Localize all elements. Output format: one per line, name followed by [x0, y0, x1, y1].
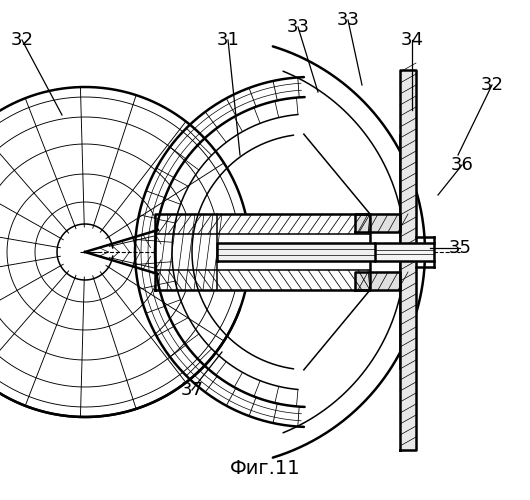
Text: 32: 32 [481, 76, 504, 94]
Polygon shape [355, 272, 400, 290]
Text: 31: 31 [217, 31, 240, 49]
Polygon shape [355, 214, 400, 232]
Text: 32: 32 [11, 31, 33, 49]
Text: 34: 34 [401, 31, 423, 49]
Polygon shape [375, 243, 434, 261]
Polygon shape [155, 214, 370, 290]
Text: 33: 33 [287, 18, 310, 36]
Text: Фиг.11: Фиг.11 [229, 458, 301, 477]
Text: 37: 37 [181, 381, 204, 399]
Text: 36: 36 [450, 156, 473, 174]
Polygon shape [217, 243, 375, 261]
Text: 35: 35 [448, 239, 472, 257]
Text: 33: 33 [337, 11, 359, 29]
Polygon shape [400, 70, 416, 450]
